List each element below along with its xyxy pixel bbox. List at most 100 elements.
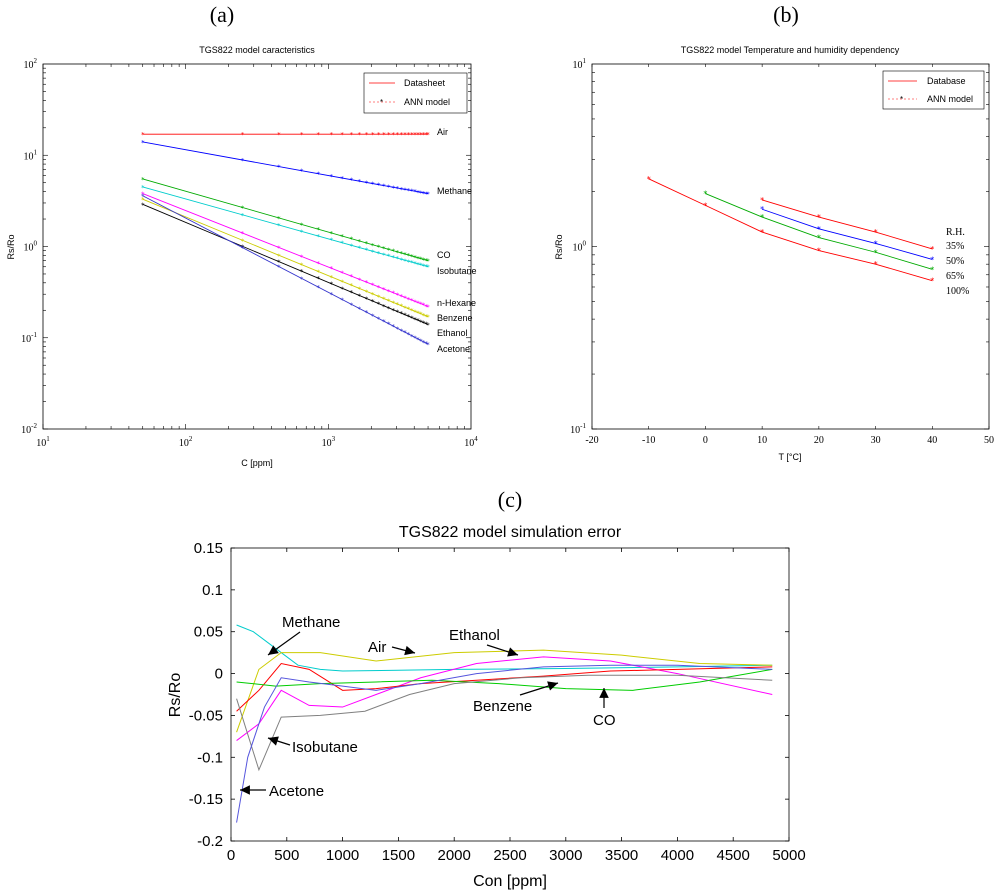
chart-a-series-line-isobutane <box>142 186 429 268</box>
chart-a-point: * <box>396 255 400 263</box>
chart-a-series-label: Methane <box>437 186 472 196</box>
chart-a-point: * <box>340 233 344 241</box>
chart-a-point: * <box>300 168 304 176</box>
chart-a-point: * <box>413 316 417 324</box>
chart-c-ylabel: Rs/Ro <box>167 673 184 718</box>
chart-a-xtick-label: 102 <box>179 435 193 449</box>
chart-a-point: * <box>377 250 381 258</box>
chart-a-point: * <box>365 309 369 317</box>
chart-a-point: * <box>371 131 375 139</box>
chart-a-point: * <box>377 243 381 251</box>
chart-b-point: * <box>817 225 821 234</box>
chart-a-point: * <box>424 303 428 311</box>
chart-a-point: * <box>426 131 430 139</box>
chart-a-series-label: Air <box>437 127 448 137</box>
chart-a-point: * <box>416 189 420 197</box>
chart-c-annotation-arrowhead <box>507 647 518 657</box>
chart-a-point: * <box>377 293 381 301</box>
chart-c-annotation-benzene: Benzene <box>473 698 532 715</box>
chart-a-point: * <box>400 293 404 301</box>
chart-a-point: * <box>391 184 395 192</box>
chart-a-point: * <box>400 186 404 194</box>
chart-a-point: * <box>422 131 426 139</box>
chart-a-point: * <box>277 259 281 267</box>
chart-a-point: * <box>391 131 395 139</box>
chart-b-point: * <box>930 277 934 286</box>
chart-a-point: * <box>416 261 420 269</box>
chart-a-point: * <box>371 242 375 250</box>
chart-a-point: * <box>377 131 381 139</box>
chart-a-point: * <box>365 247 369 255</box>
chart-b-rh-title: R.H. <box>946 227 965 238</box>
chart-c-xtick-label: 500 <box>274 847 299 864</box>
chart-a-point: * <box>419 256 423 264</box>
chart-a-point: * <box>300 253 304 261</box>
chart-c-xtick-label: 3500 <box>605 847 638 864</box>
chart-c-ytick-label: -0.05 <box>189 707 223 724</box>
chart-c-ytick-label: -0.15 <box>189 791 223 808</box>
legend-ann-marker: * <box>380 98 383 107</box>
chart-a-point: * <box>407 296 411 304</box>
chart-c-xtick-label: 1500 <box>382 847 415 864</box>
chart-a-point: * <box>277 131 281 139</box>
chart-a-point: * <box>317 233 321 241</box>
chart-b-series-line <box>648 178 933 282</box>
chart-a-point: * <box>396 325 400 333</box>
chart-a-point: * <box>424 131 428 139</box>
chart-a-point: * <box>350 282 354 290</box>
chart-a-point: * <box>365 240 369 248</box>
chart-c-title: TGS822 model simulation error <box>399 524 622 541</box>
chart-a-point: * <box>422 302 426 310</box>
chart-a-point: * <box>241 237 245 245</box>
chart-a-point: * <box>330 237 334 245</box>
chart-c-series-line-benzene <box>236 662 773 712</box>
chart-c-ytick-label: -0.1 <box>197 749 223 766</box>
chart-c-series-line-co <box>236 668 773 691</box>
chart-c-xtick-label: 0 <box>227 847 235 864</box>
chart-c-annotation-acetone: Acetone <box>269 783 324 800</box>
chart-a-point: * <box>403 329 407 337</box>
chart-a-legend-box <box>363 72 468 114</box>
chart-b-point: * <box>930 265 934 274</box>
chart-a-point: * <box>382 296 386 304</box>
chart-a-point: * <box>416 336 420 344</box>
chart-a-point: * <box>377 284 381 292</box>
chart-b-legend: Database * ANN model <box>882 70 985 110</box>
chart-a-point: * <box>422 312 426 320</box>
chart-a-point: * <box>403 131 407 139</box>
chart-a-point: * <box>400 310 404 318</box>
chart-a-point: * <box>277 222 281 230</box>
chart-a-point: * <box>407 331 411 339</box>
chart-a-point: * <box>387 183 391 191</box>
chart-a-point: * <box>330 173 334 181</box>
chart-a-point: * <box>317 275 321 283</box>
chart-c-ytick-label: 0.05 <box>194 624 223 641</box>
chart-b-xtick-label: -20 <box>585 435 598 446</box>
chart-c-ytick-label: -0.2 <box>197 833 223 850</box>
chart-a-point: * <box>403 251 407 259</box>
chart-a-point: * <box>426 341 430 349</box>
chart-a-point: * <box>407 131 411 139</box>
chart-a-series-line-n-hexane <box>142 193 429 307</box>
chart-a-point: * <box>391 248 395 256</box>
chart-a-point: * <box>358 285 362 293</box>
chart-b-point: * <box>817 213 821 222</box>
chart-a-point: * <box>317 226 321 234</box>
chart-a-point: * <box>241 230 245 238</box>
chart-a-point: * <box>382 318 386 326</box>
chart-a-point: * <box>422 262 426 270</box>
chart-a-ytick-label: 101 <box>24 148 38 162</box>
chart-b-series-line <box>705 193 933 270</box>
chart-c-xtick-label: 4500 <box>717 847 750 864</box>
chart-a-point: * <box>413 260 417 268</box>
chart-a-point: * <box>340 297 344 305</box>
chart-a-point: * <box>419 301 423 309</box>
chart-a-point: * <box>419 131 423 139</box>
legend-ann-marker-b: * <box>900 95 903 104</box>
chart-a-point: * <box>141 131 145 139</box>
chart-a-point: * <box>141 196 145 204</box>
chart-a-point: * <box>413 254 417 262</box>
chart-a-point: * <box>396 249 400 257</box>
chart-a-point: * <box>416 255 420 263</box>
chart-c-ytick-label: 0 <box>215 666 223 683</box>
